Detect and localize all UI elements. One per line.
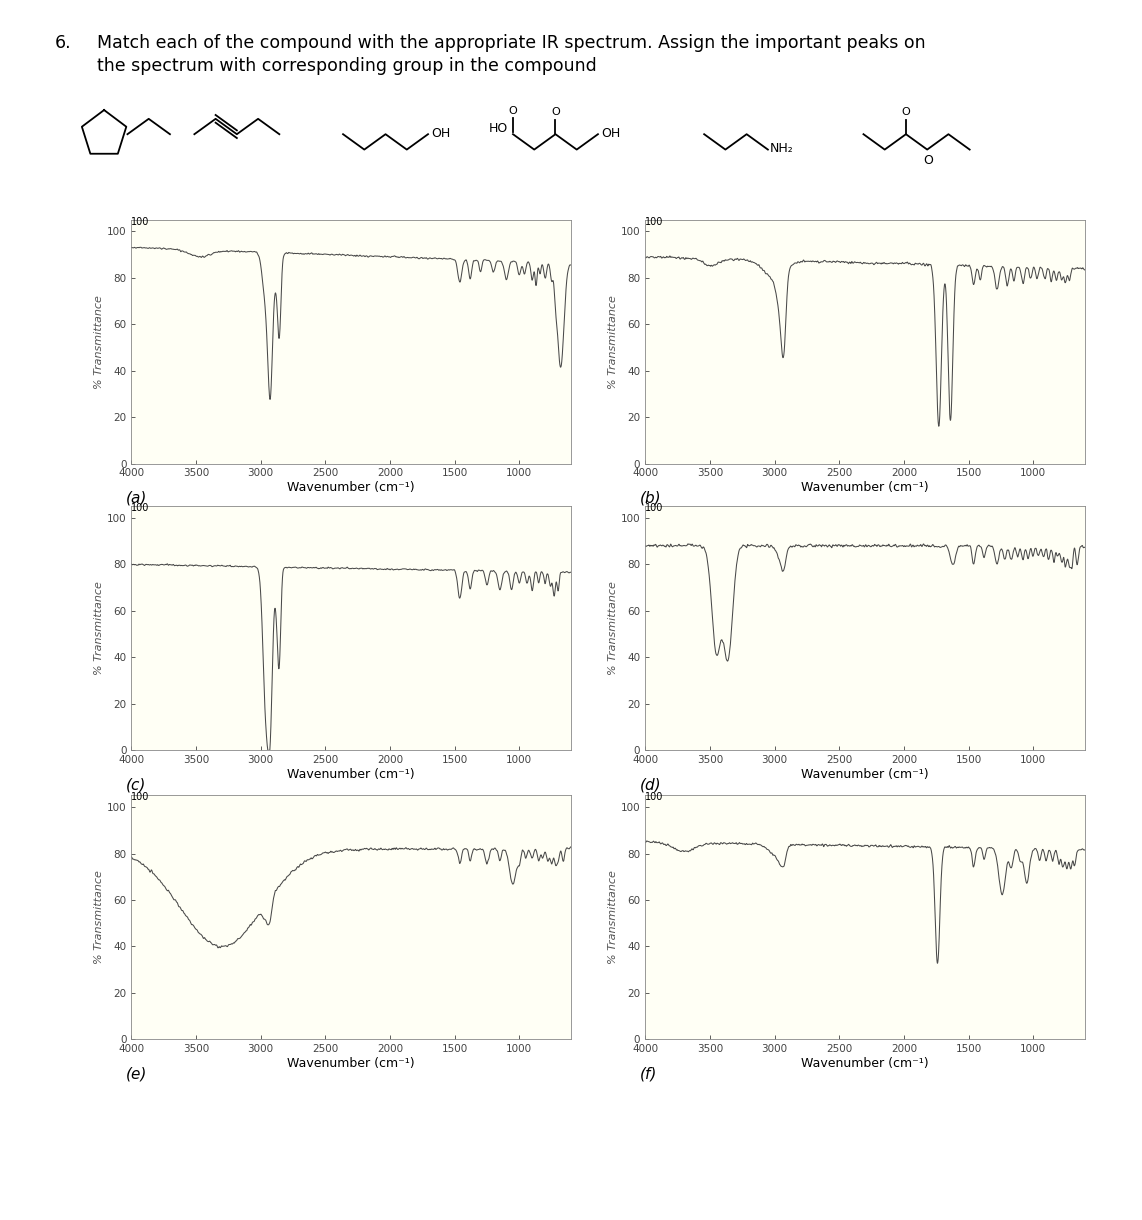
Text: Match each of the compound with the appropriate IR spectrum. Assign the importan: Match each of the compound with the appr…	[97, 34, 926, 52]
Text: NH₂: NH₂	[770, 142, 794, 155]
Y-axis label: % Transmittance: % Transmittance	[608, 871, 618, 964]
X-axis label: Wavenumber (cm⁻¹): Wavenumber (cm⁻¹)	[288, 481, 415, 494]
Text: O: O	[552, 106, 560, 117]
X-axis label: Wavenumber (cm⁻¹): Wavenumber (cm⁻¹)	[802, 767, 928, 781]
Text: (e): (e)	[126, 1066, 147, 1081]
Text: O: O	[508, 106, 517, 116]
Text: (c): (c)	[126, 777, 146, 792]
Text: OH: OH	[432, 127, 450, 139]
Text: (a): (a)	[126, 490, 147, 505]
Text: O: O	[924, 154, 933, 167]
Text: the spectrum with corresponding group in the compound: the spectrum with corresponding group in…	[97, 57, 597, 76]
Y-axis label: % Transmittance: % Transmittance	[94, 295, 104, 388]
Text: 100: 100	[645, 217, 664, 227]
Text: (b): (b)	[640, 490, 661, 505]
Text: OH: OH	[601, 127, 620, 139]
Text: HO: HO	[489, 122, 508, 135]
Y-axis label: % Transmittance: % Transmittance	[94, 582, 104, 675]
Text: 100: 100	[645, 793, 664, 803]
Text: 100: 100	[645, 504, 664, 514]
X-axis label: Wavenumber (cm⁻¹): Wavenumber (cm⁻¹)	[802, 481, 928, 494]
Y-axis label: % Transmittance: % Transmittance	[608, 295, 618, 388]
Y-axis label: % Transmittance: % Transmittance	[608, 582, 618, 675]
X-axis label: Wavenumber (cm⁻¹): Wavenumber (cm⁻¹)	[288, 767, 415, 781]
Text: (d): (d)	[640, 777, 661, 792]
Text: (f): (f)	[640, 1066, 657, 1081]
Y-axis label: % Transmittance: % Transmittance	[94, 871, 104, 964]
Text: 100: 100	[131, 504, 150, 514]
Text: 6.: 6.	[55, 34, 72, 52]
Text: 100: 100	[131, 217, 150, 227]
Text: O: O	[901, 106, 910, 117]
Text: 100: 100	[131, 793, 150, 803]
X-axis label: Wavenumber (cm⁻¹): Wavenumber (cm⁻¹)	[288, 1057, 415, 1070]
X-axis label: Wavenumber (cm⁻¹): Wavenumber (cm⁻¹)	[802, 1057, 928, 1070]
